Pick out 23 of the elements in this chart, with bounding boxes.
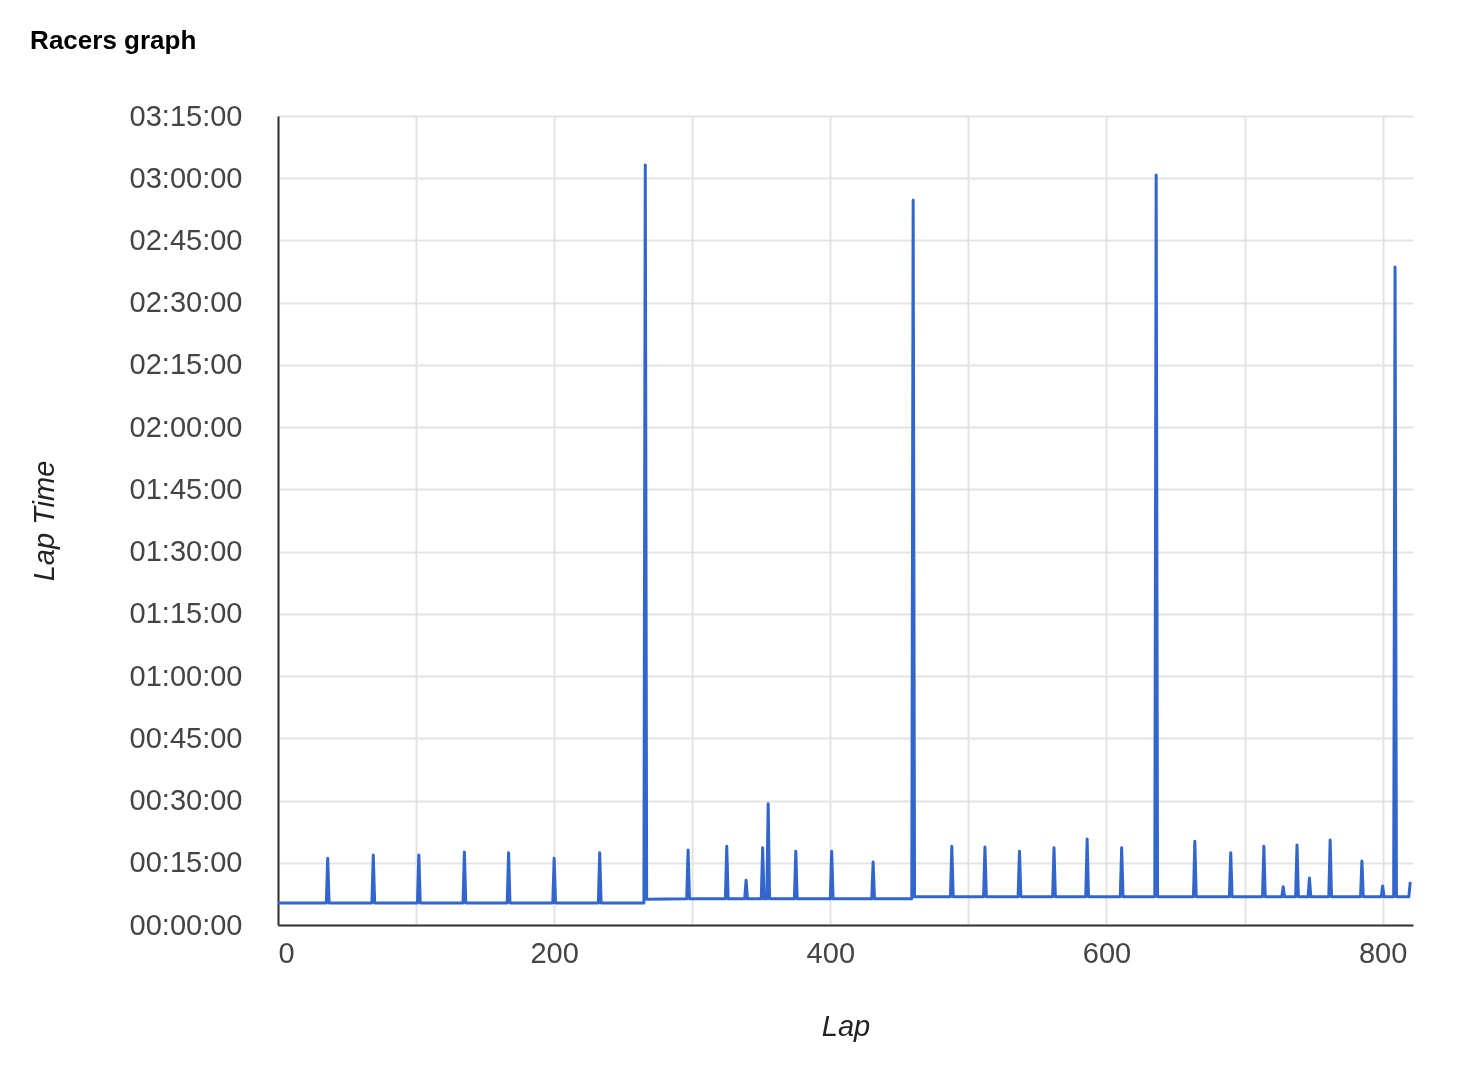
y-tick-label: 03:15:00 (129, 99, 243, 132)
y-tick-label: 02:45:00 (129, 223, 243, 256)
y-tick-label: 00:00:00 (129, 908, 243, 941)
y-tick-label: 01:30:00 (129, 535, 243, 568)
y-tick-label: 02:30:00 (129, 286, 243, 319)
y-tick-label: 01:15:00 (129, 597, 243, 630)
y-tick-label: 02:15:00 (129, 348, 243, 381)
x-tick-label: 400 (806, 936, 856, 969)
x-tick-label: 0 (278, 936, 295, 969)
y-tick-label: 02:00:00 (129, 410, 243, 443)
y-tick-label: 03:00:00 (129, 161, 243, 194)
y-tick-label: 00:45:00 (129, 721, 243, 754)
y-tick-label: 00:15:00 (129, 846, 243, 879)
y-tick-label: 01:00:00 (129, 659, 243, 692)
x-tick-label: 600 (1082, 936, 1132, 969)
x-tick-label: 800 (1358, 936, 1408, 969)
x-tick-label: 200 (530, 936, 579, 969)
line-series (278, 163, 1412, 905)
y-tick-label: 01:45:00 (129, 472, 243, 505)
y-tick-label: 00:30:00 (129, 784, 243, 817)
y-axis-title: Lap Time (27, 460, 60, 582)
chart-title: Racers graph (30, 25, 197, 55)
x-axis-title: Lap (821, 1009, 871, 1042)
